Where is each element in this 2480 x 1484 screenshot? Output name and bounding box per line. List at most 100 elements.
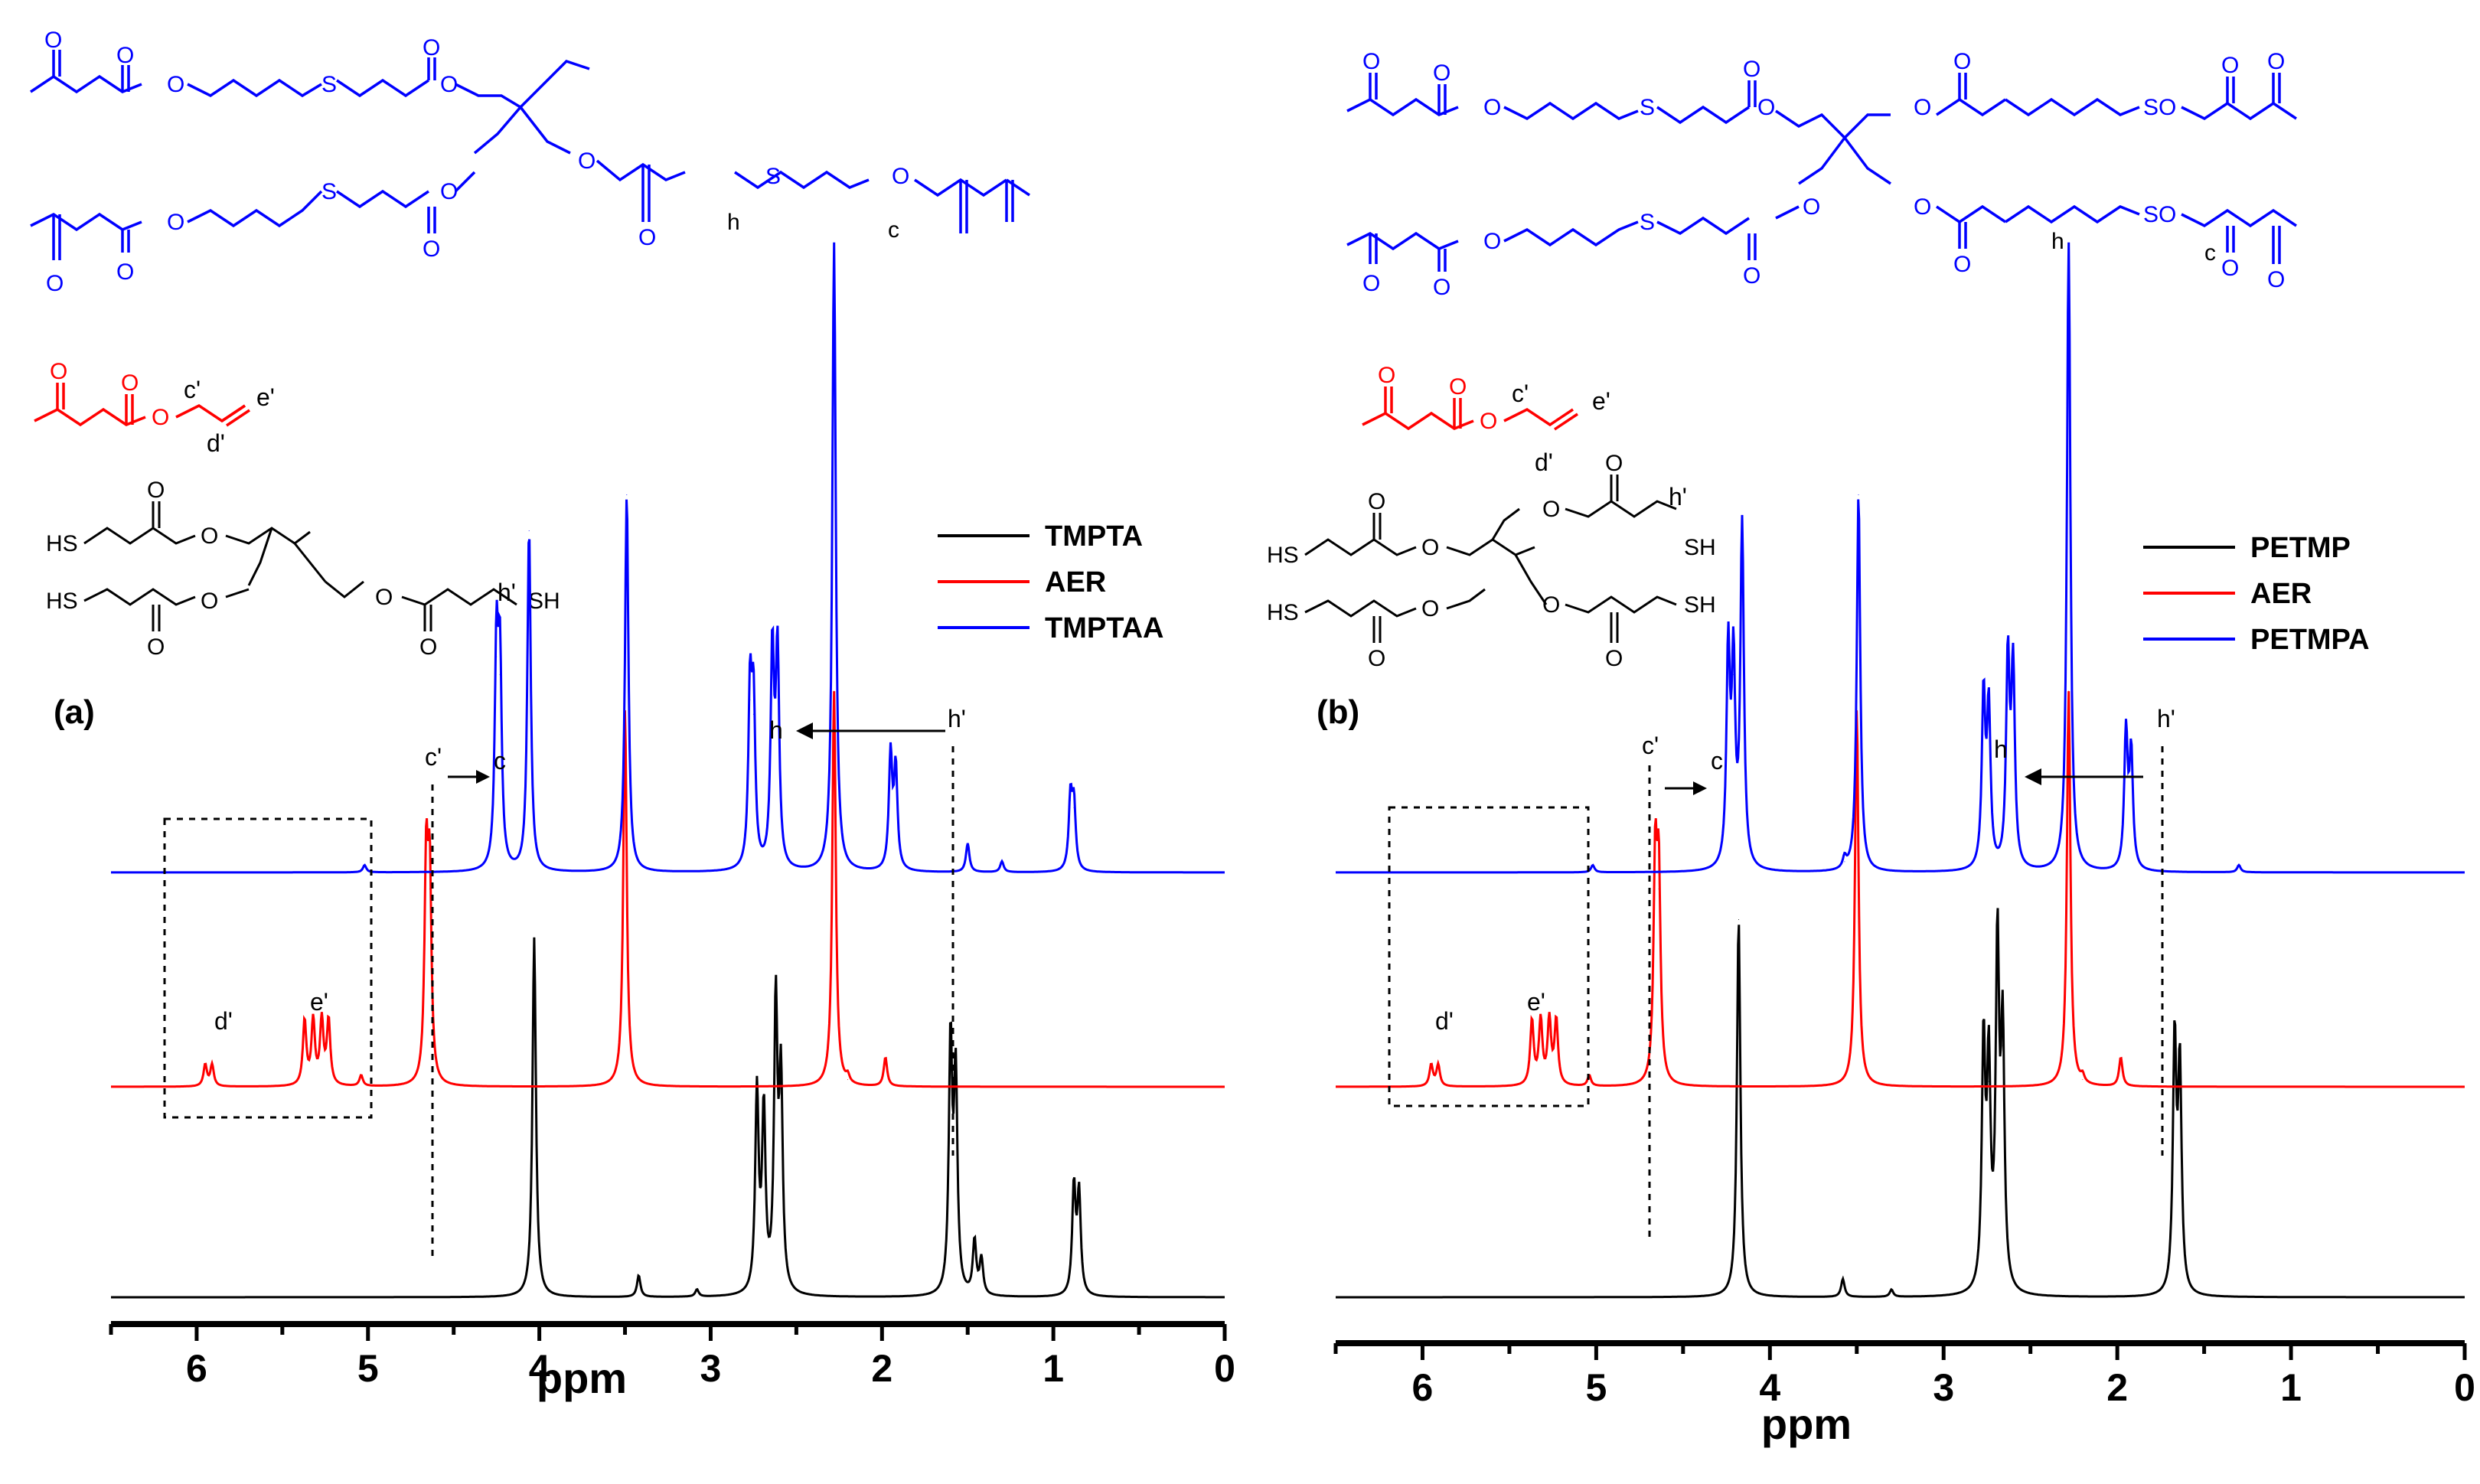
petmpa-atom-o-5: O xyxy=(1757,95,1775,120)
petmpa-atom-o-18: O xyxy=(2267,267,2285,292)
aer-label-c-prime: c' xyxy=(184,376,201,403)
petmpa-structure xyxy=(1346,73,2297,272)
aer-labels-a: c' d' e' xyxy=(184,376,275,457)
legend-a-label-2: TMPTAA xyxy=(1045,612,1164,644)
tmpta-label-h-prime: h' xyxy=(498,579,516,606)
spectra-b xyxy=(1336,242,2465,1299)
aer-atom-o-2: O xyxy=(121,370,139,396)
petmpa-atom-o-12: O xyxy=(1433,275,1450,300)
legend-b-label-2: PETMPA xyxy=(2250,624,2370,656)
tmptaa-atom-o-6: O xyxy=(46,271,64,296)
spectrum-line-a-aer xyxy=(111,691,1225,1088)
aer-atom-o-3: O xyxy=(152,405,169,430)
tmptaa-atom-s-1: S xyxy=(321,72,337,97)
label-c-a: c xyxy=(494,747,506,775)
spectrum-line-a-tmpta xyxy=(111,937,1225,1299)
annotations-b: c' c h h' d' e' xyxy=(1388,705,2175,1240)
x-tick-label-b-3: 3 xyxy=(1933,1366,1954,1409)
petmpa-atom-o-17: O xyxy=(2221,256,2239,281)
tmptaa-atom-o-5: O xyxy=(440,72,458,97)
x-tick-label-b-1: 5 xyxy=(1585,1366,1607,1409)
x-tick-label-b-0: 6 xyxy=(1412,1366,1434,1409)
peak-a-tmpta-10 xyxy=(981,1261,982,1262)
peak-a-tmptaa-13 xyxy=(1001,861,1003,863)
aer-structure-b xyxy=(1362,386,1578,431)
tmptaa-atom-o-1: O xyxy=(44,28,62,53)
peak-a-tmpta-8 xyxy=(955,1081,957,1082)
peak-b-petmpa-2 xyxy=(1733,674,1734,675)
aer-labels-b: c' d' e' xyxy=(1512,380,1610,476)
petmpa-atom-o-13: O xyxy=(1483,229,1501,254)
petmp-atom-o-5: O xyxy=(1542,497,1560,522)
aer-atom-labels-a: O O O xyxy=(50,359,169,430)
petmp-structure xyxy=(1304,475,1677,643)
petmp-atom-o-8: O xyxy=(1605,646,1623,671)
petmpa-atom-o-19: O xyxy=(2159,202,2176,227)
aer-label-d-prime: d' xyxy=(207,429,225,457)
x-tick-label-b-5: 1 xyxy=(2280,1366,2302,1409)
petmp-atom-sh-1: SH xyxy=(1684,535,1716,560)
aer-b-label-d-prime: d' xyxy=(1535,448,1553,476)
peak-a-aer-11 xyxy=(847,1079,848,1081)
petmpa-label-c: c xyxy=(2204,240,2216,266)
dashed-box-a xyxy=(163,817,373,1119)
tmptaa-atom-o-2: O xyxy=(116,43,134,68)
series-a-tmpta xyxy=(111,937,1225,1299)
petmpa-atom-s-1: S xyxy=(1640,95,1655,120)
peak-a-tmptaa-6 xyxy=(752,713,754,715)
petmpa-atom-o-7: O xyxy=(1953,49,1971,74)
tmptaa-label-c: c xyxy=(888,217,899,243)
arrow-c-head-a xyxy=(476,770,490,784)
series-b-petmpa xyxy=(1336,242,2465,874)
peak-b-petmp-3 xyxy=(1982,1052,1984,1053)
peak-a-tmpta-1 xyxy=(638,1275,639,1277)
x-tick-label-a-6: 0 xyxy=(1214,1347,1235,1390)
panel-b-svg: O O O S O O O S O O O O O O S O O O S O xyxy=(1267,49,2475,1448)
x-tick-label-a-4: 2 xyxy=(871,1347,892,1390)
label-h-a: h xyxy=(769,716,783,744)
tmpta-atom-sh: SH xyxy=(528,589,560,614)
panel-a: O O O S O O O O O S O O O O S O h c xyxy=(30,28,1235,1402)
petmpa-atom-s-3: S xyxy=(1640,210,1655,235)
legend-b-label-1: AER xyxy=(2250,578,2312,610)
aer-atom-labels-b: O O O xyxy=(1378,363,1497,434)
arrow-c-head-b xyxy=(1693,781,1707,795)
axis-b: 6 5 4 3 2 1 0 xyxy=(1333,1340,2475,1409)
label-e-prime-a: e' xyxy=(310,988,328,1016)
petmpa-atom-o-6: O xyxy=(1914,95,1931,120)
peak-a-tmpta-3 xyxy=(756,1095,758,1097)
tmptaa-atom-o-13: O xyxy=(892,164,909,189)
tmptaa-atom-s-2: S xyxy=(321,179,337,204)
peak-b-petmp-6 xyxy=(2002,1045,2003,1046)
x-tick-label-b-2: 4 xyxy=(1759,1366,1780,1409)
petmpa-atom-labels: O O O S O O O S O O O O O O S O O O S O xyxy=(1362,49,2285,300)
peak-a-tmpta-12 xyxy=(1078,1195,1080,1197)
peak-a-tmptaa-15 xyxy=(1073,807,1075,808)
spectrum-line-b-petmpa xyxy=(1336,242,2465,874)
petmpa-atom-o-4: O xyxy=(1743,57,1760,82)
aer-atom-o-1: O xyxy=(50,359,67,384)
series-a-aer xyxy=(111,690,1225,1088)
peak-a-tmpta-4 xyxy=(763,1117,765,1118)
peak-a-tmptaa-10 xyxy=(890,757,891,758)
tmpta-atom-labels: HS HS SH O O O O O O h' xyxy=(46,478,560,660)
label-d-prime-a: d' xyxy=(214,1007,233,1035)
spectrum-line-a-tmptaa xyxy=(111,242,1225,874)
label-h-prime-b: h' xyxy=(2157,705,2175,732)
tmpta-atom-hs-2: HS xyxy=(46,589,78,614)
petmp-atom-hs-2: HS xyxy=(1267,600,1299,625)
peak-a-tmpta-5 xyxy=(775,1009,776,1010)
label-c-b: c xyxy=(1711,747,1723,775)
tmpta-atom-o-1: O xyxy=(147,478,165,503)
petmpa-atom-s-2: S xyxy=(2143,95,2159,120)
tmptaa-atom-o-11: O xyxy=(578,148,596,174)
peak-a-tmptaa-2 xyxy=(499,674,501,675)
panel-b-label: (b) xyxy=(1317,693,1359,731)
petmpa-atom-o-3: O xyxy=(1483,95,1501,120)
aer-b-atom-o-2: O xyxy=(1449,374,1467,400)
petmp-label-h-prime: h' xyxy=(1669,483,1687,510)
label-d-prime-b: d' xyxy=(1435,1007,1454,1035)
peak-b-petmpa-5 xyxy=(1858,494,1859,495)
peak-a-tmptaa-3 xyxy=(528,530,530,531)
